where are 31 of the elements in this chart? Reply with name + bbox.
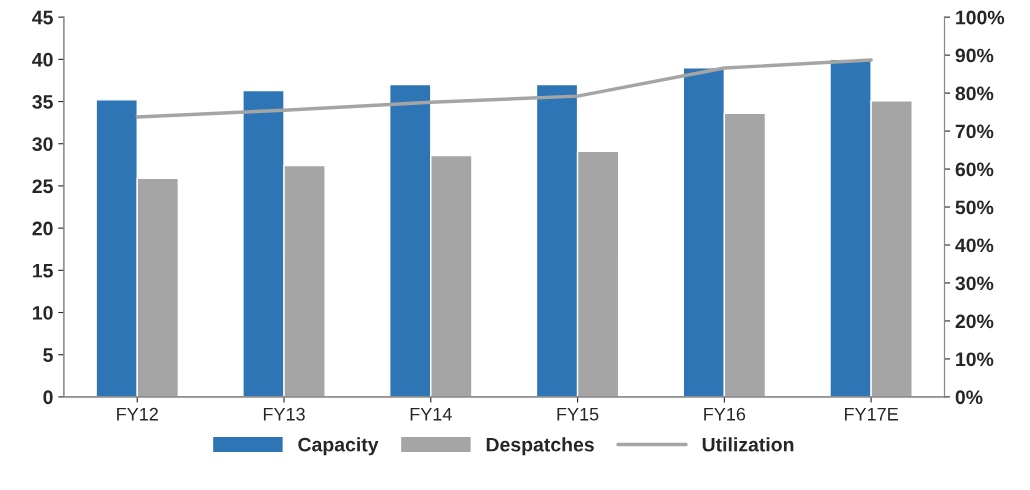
y2-tick-label: 90%: [955, 48, 994, 63]
y-tick-label: 40: [32, 52, 53, 67]
y2-tick-label: 10%: [956, 352, 994, 367]
y2-tick-label: 80%: [955, 86, 994, 101]
y-tick-label: 15: [33, 263, 53, 278]
x-tick-label: FY15: [557, 407, 599, 421]
y-tick-label: 20: [32, 221, 53, 236]
y2-tick-label: 30%: [955, 276, 994, 291]
y2-tick-label: 20%: [955, 314, 994, 329]
y2-tick-label: 40%: [955, 238, 994, 253]
x-tick-label: FY14: [410, 407, 452, 421]
y-tick-label: 0: [43, 390, 53, 405]
y2-tick-label: 70%: [955, 124, 994, 139]
x-tick-label: FY16: [704, 407, 746, 421]
legend-label: Utilization: [702, 437, 794, 452]
y2-tick-label: 60%: [955, 162, 994, 177]
line-series: [135, 58, 873, 119]
legend-label: Capacity: [298, 437, 379, 456]
y-tick-label: 30: [32, 137, 53, 151]
y2-tick-label: 100%: [956, 10, 1005, 25]
x-tick-label: FY17E: [845, 407, 898, 421]
y-tick-label: 35: [32, 95, 53, 109]
y-tick-label: 25: [32, 179, 53, 194]
x-tick-label: FY13: [263, 407, 305, 421]
y-tick-label: 10: [33, 305, 53, 320]
y-tick-label: 45: [32, 10, 53, 25]
legend-label: Despatches: [486, 437, 594, 456]
y2-tick-label: 0%: [955, 390, 983, 405]
x-tick-label: FY12: [117, 407, 158, 421]
y2-tick-label: 50%: [955, 200, 994, 215]
y-tick-label: 5: [43, 348, 53, 362]
